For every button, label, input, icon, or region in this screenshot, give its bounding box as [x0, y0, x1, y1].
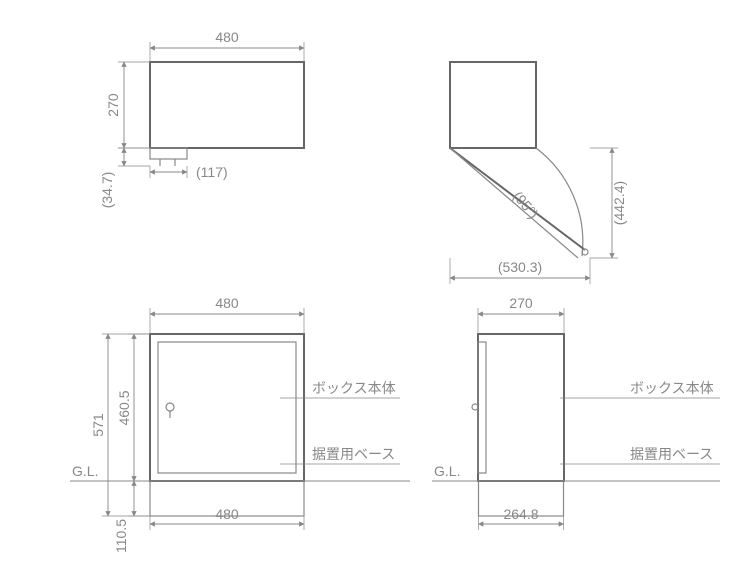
- view-top-right: (95°) (530.3) (442.4): [450, 62, 627, 284]
- view-top-left: 480 270 (34.7) (117): [99, 29, 304, 208]
- br-front-edge: [478, 342, 486, 473]
- dim-tr-swingw: (530.3): [498, 259, 542, 275]
- dim-bl-boxh: 460.5: [116, 390, 132, 425]
- tr-box-outline: [450, 62, 536, 148]
- label-bl-base: 据置用ベース: [312, 446, 395, 462]
- dim-bl-totalh: 571: [90, 413, 106, 437]
- tl-foot: [150, 148, 187, 159]
- label-br-base: 据置用ベース: [630, 446, 713, 462]
- dim-br-basew: 264.8: [503, 506, 538, 522]
- dim-tl-height: 270: [105, 93, 121, 117]
- dim-bl-basew: 480: [215, 506, 239, 522]
- label-br-box: ボックス本体: [630, 380, 714, 396]
- bl-lock-icon: [166, 403, 174, 411]
- label-bl-gl: G.L.: [72, 463, 98, 479]
- br-box-outline: [478, 334, 564, 481]
- view-bottom-left: G.L. 480 460.5 571 110.5 480 ボックス本体 据置用ベ…: [70, 295, 410, 553]
- label-br-gl: G.L.: [434, 463, 460, 479]
- dim-bl-baseh: 110.5: [113, 519, 129, 553]
- dim-tr-angle: (95°): [510, 188, 542, 222]
- tr-swing-arc: [536, 148, 583, 256]
- dim-tr-swingh: (442.4): [611, 181, 627, 225]
- label-bl-box: ボックス本体: [312, 380, 396, 396]
- dim-tl-footw: (117): [196, 164, 228, 180]
- view-bottom-right: G.L. 270 264.8 ボックス本体 据置用ベース: [432, 295, 720, 530]
- dim-tl-width: 480: [215, 29, 239, 45]
- dim-bl-wtop: 480: [215, 295, 239, 311]
- dim-br-wtop: 270: [509, 295, 533, 311]
- bl-door-panel: [158, 342, 296, 473]
- tl-box-outline: [150, 62, 304, 148]
- bl-box-outline: [150, 334, 304, 481]
- dim-tl-footh: (34.7): [99, 172, 115, 209]
